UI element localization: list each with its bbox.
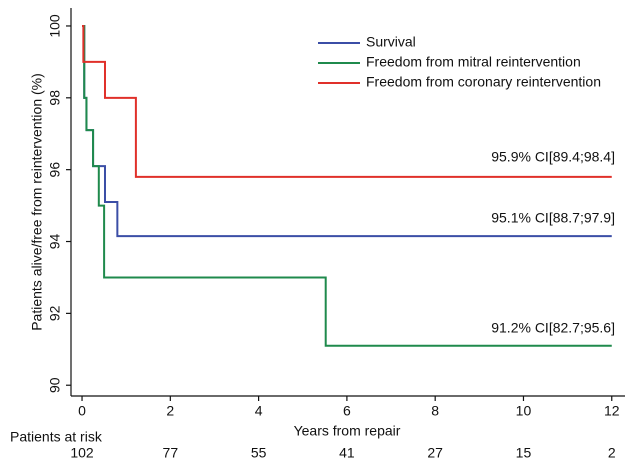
y-tick-label: 94	[47, 234, 63, 250]
risk-count: 27	[427, 445, 443, 461]
y-tick-label: 96	[47, 162, 63, 178]
y-tick-label: 90	[47, 377, 63, 393]
y-axis-label: Patients alive/free from reintervention …	[29, 73, 45, 331]
legend-label: Freedom from mitral reintervention	[366, 54, 581, 70]
x-axis-label: Years from repair	[294, 423, 401, 439]
risk-count: 2	[608, 445, 616, 461]
x-tick-label: 10	[516, 403, 532, 419]
legend-label: Freedom from coronary reintervention	[366, 74, 601, 90]
risk-count: 77	[163, 445, 179, 461]
x-tick-label: 12	[604, 403, 620, 419]
x-tick-label: 8	[431, 403, 439, 419]
ci-annotation: 95.9% CI[89.4;98.4]	[491, 149, 615, 165]
ci-annotation: 91.2% CI[82.7;95.6]	[491, 320, 615, 336]
survival-curve	[82, 24, 612, 178]
x-tick-label: 6	[343, 403, 351, 419]
survival-curve	[82, 24, 612, 347]
risk-count: 15	[516, 445, 532, 461]
risk-table-label: Patients at risk	[10, 429, 103, 445]
risk-count: 102	[70, 445, 94, 461]
x-tick-label: 2	[166, 403, 174, 419]
y-tick-label: 98	[47, 90, 63, 106]
risk-count: 41	[339, 445, 355, 461]
x-tick-label: 4	[255, 403, 263, 419]
y-tick-label: 92	[47, 305, 63, 321]
x-tick-label: 0	[78, 403, 86, 419]
risk-count: 55	[251, 445, 267, 461]
y-tick-label: 100	[47, 14, 63, 38]
ci-annotation: 95.1% CI[88.7;97.9]	[491, 210, 615, 226]
legend-label: Survival	[366, 34, 416, 50]
